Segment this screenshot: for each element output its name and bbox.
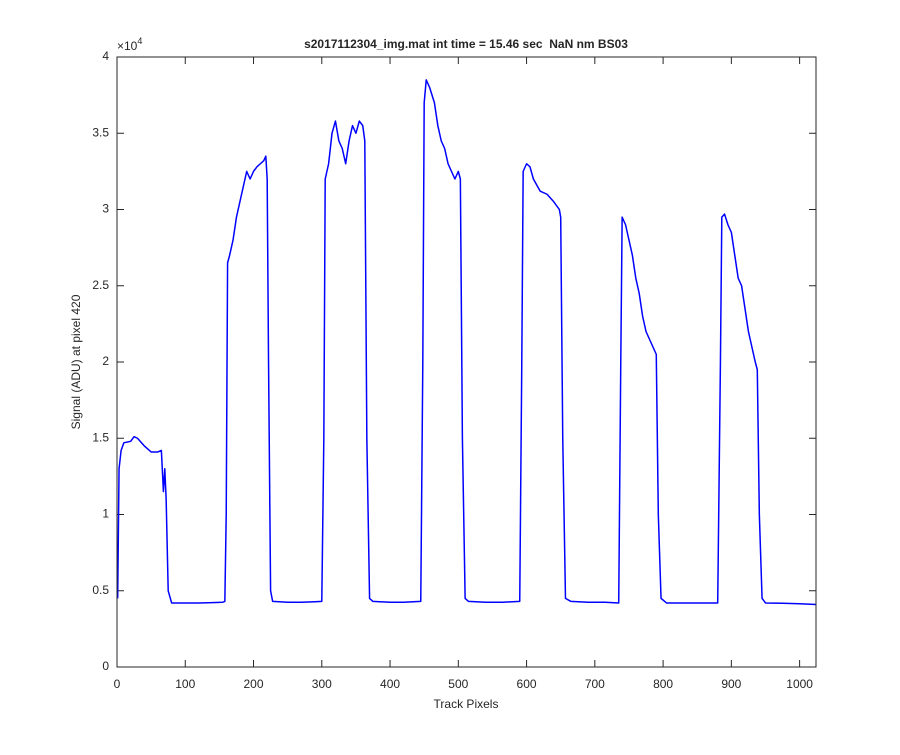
x-tick-label: 300: [312, 677, 332, 691]
x-tick-label: 100: [175, 677, 195, 691]
x-tick-label: 0: [114, 677, 121, 691]
x-tick-label: 700: [585, 677, 605, 691]
axes-box: [116, 56, 817, 668]
y-tick-label: 1: [102, 507, 109, 521]
y-tick-label: 0: [102, 659, 109, 673]
y-tick-label: 3: [102, 202, 109, 216]
data-line: [116, 79, 817, 606]
x-tick-label: 200: [244, 677, 264, 691]
y-multiplier-exponent: 4: [137, 36, 142, 46]
y-multiplier: ×104: [117, 36, 142, 53]
y-axis-label: Signal (ADU) at pixel 420: [69, 294, 83, 429]
y-tick-label: 2.5: [92, 278, 109, 292]
x-tick-label: 400: [380, 677, 400, 691]
x-tick-label: 1000: [786, 677, 813, 691]
y-tick-label: 4: [102, 49, 109, 63]
x-tick-label: 500: [448, 677, 468, 691]
y-tick-label: 0.5: [92, 583, 109, 597]
x-tick-label: 600: [517, 677, 537, 691]
x-axis-label: Track Pixels: [434, 697, 499, 711]
x-tick-label: 900: [721, 677, 741, 691]
y-tick-label: 3.5: [92, 125, 109, 139]
chart-title: s2017112304_img.mat int time = 15.46 sec…: [304, 37, 628, 51]
x-tick-label: 800: [653, 677, 673, 691]
y-multiplier-base: ×10: [117, 39, 138, 53]
y-tick-label: 2: [102, 354, 109, 368]
y-tick-label: 1.5: [92, 430, 109, 444]
